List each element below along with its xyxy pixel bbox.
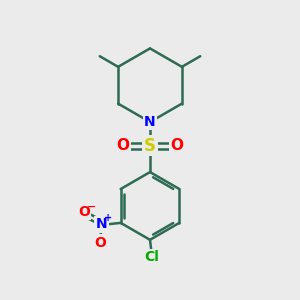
Text: S: S: [144, 136, 156, 154]
Text: O: O: [116, 138, 129, 153]
Text: N: N: [144, 115, 156, 129]
Text: +: +: [104, 214, 112, 224]
Text: O: O: [78, 205, 90, 219]
Text: −: −: [86, 202, 96, 212]
Text: N: N: [96, 217, 107, 231]
Text: Cl: Cl: [144, 250, 159, 265]
Text: O: O: [94, 236, 106, 250]
Text: O: O: [171, 138, 184, 153]
